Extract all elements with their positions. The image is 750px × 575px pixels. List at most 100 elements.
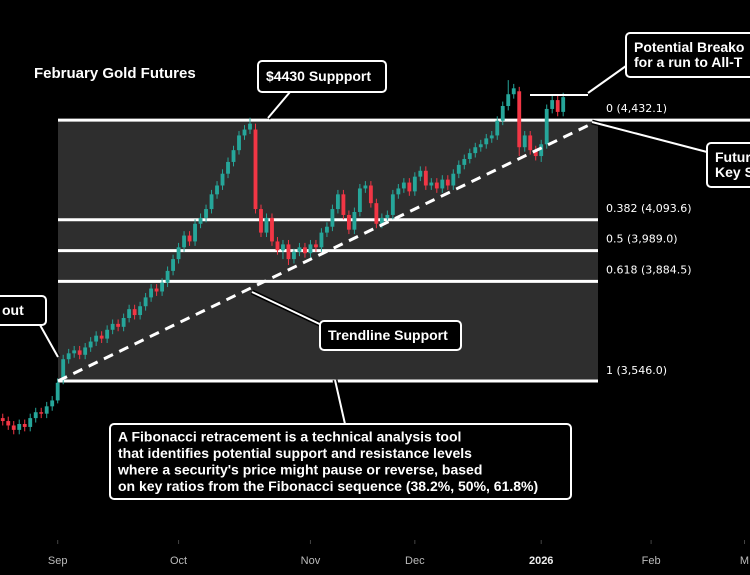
candle-body	[99, 335, 104, 339]
callout-box	[109, 423, 572, 500]
candle-body	[220, 173, 225, 186]
callout-box	[706, 142, 750, 188]
candle-body	[478, 144, 483, 148]
candle-body	[467, 153, 472, 159]
candle-body	[138, 306, 143, 316]
candle-body	[116, 323, 121, 327]
fib-label: 0.5 (3,989.0)	[606, 233, 678, 246]
candle-body	[275, 241, 280, 251]
x-tick-label: Oct	[170, 555, 187, 567]
candle-body	[171, 259, 175, 271]
candle-body	[209, 194, 214, 210]
candle-body	[489, 135, 494, 139]
candle-body	[500, 105, 505, 121]
callout-box	[319, 320, 462, 351]
candle-body	[434, 182, 439, 189]
fib-label: 1 (3,546.0)	[606, 364, 667, 377]
candle-body	[363, 185, 368, 189]
candle-body	[204, 209, 208, 218]
candle-body	[110, 323, 115, 330]
candle-body	[462, 158, 467, 165]
callout-box	[257, 60, 387, 93]
candle-body	[484, 138, 489, 145]
candle-body	[264, 217, 269, 233]
candle-body	[215, 185, 219, 195]
callout-text: out	[2, 302, 24, 318]
candle-body	[473, 147, 478, 154]
candle-body	[149, 288, 154, 298]
trendline	[57, 121, 594, 383]
fib-label: 0.618 (3,884.5)	[606, 263, 692, 276]
candle-body	[193, 223, 197, 242]
candle-body	[308, 244, 313, 254]
candle-body	[550, 100, 555, 109]
callout-pointer	[39, 324, 59, 358]
candle-body	[352, 211, 357, 230]
x-tick-label: 2026	[529, 555, 553, 567]
candle-body	[303, 247, 307, 254]
candle-body	[17, 423, 22, 430]
candle-body	[0, 418, 5, 422]
candle-body	[539, 144, 544, 157]
candle-body	[28, 418, 33, 427]
candle-body	[165, 270, 170, 283]
callout-text: on key ratios from the Fibonacci sequenc…	[118, 478, 538, 494]
candle-body	[528, 135, 533, 151]
candle-body	[374, 203, 379, 224]
callout-box	[0, 295, 47, 326]
candle-body	[418, 170, 423, 177]
candle-body	[522, 135, 527, 148]
candle-body	[379, 217, 384, 224]
candle-body	[226, 161, 230, 174]
candle-body	[286, 244, 291, 260]
candle-body	[176, 247, 181, 260]
x-tick-label: Nov	[301, 555, 321, 567]
candle-body	[517, 91, 522, 148]
callout-text: Trendline Support	[328, 327, 448, 343]
candle-body	[105, 329, 110, 339]
candle-body	[270, 217, 274, 242]
candle-body	[396, 188, 401, 195]
candle-body	[506, 94, 511, 106]
candle-body	[495, 120, 500, 136]
callout-pointer	[587, 65, 627, 94]
candle-body	[182, 235, 186, 248]
candle-body	[160, 282, 165, 292]
x-tick-label: Feb	[642, 555, 661, 567]
fib-label: 0.382 (4,093.6)	[606, 202, 692, 215]
candle-body	[511, 88, 516, 95]
candle-body	[231, 150, 236, 162]
candle-body	[94, 335, 99, 342]
callout-text: for a run to All-T	[634, 54, 743, 70]
candle-body	[533, 150, 538, 157]
candle-body	[555, 100, 560, 112]
candle-body	[325, 226, 329, 233]
candle-body	[83, 347, 88, 355]
fib-label: 0 (4,432.1)	[606, 102, 667, 115]
candle-body	[132, 309, 137, 316]
candle-body	[346, 214, 351, 230]
candle-body	[11, 425, 16, 430]
candle-body	[242, 129, 247, 136]
candle-body	[121, 317, 126, 327]
candle-body	[259, 209, 263, 233]
candle-body	[66, 353, 71, 360]
callout-pointer	[591, 121, 708, 153]
candle-body	[297, 247, 302, 252]
callout-text: Futur	[715, 149, 750, 165]
candle-body	[127, 309, 132, 318]
candle-body	[281, 244, 285, 251]
candle-body	[6, 421, 11, 426]
candle-body	[248, 123, 252, 130]
callout-text: Key S	[715, 164, 750, 180]
candle-body	[50, 400, 55, 407]
candle-body	[44, 406, 49, 414]
candle-body	[39, 412, 44, 414]
candle-body	[335, 194, 340, 210]
callout-text: where a security's price might pause or …	[117, 461, 482, 477]
candle-body	[330, 209, 335, 227]
callout-pointer	[251, 291, 329, 329]
candle-body	[429, 182, 434, 186]
candle-body	[357, 188, 362, 212]
candle-body	[544, 108, 549, 145]
